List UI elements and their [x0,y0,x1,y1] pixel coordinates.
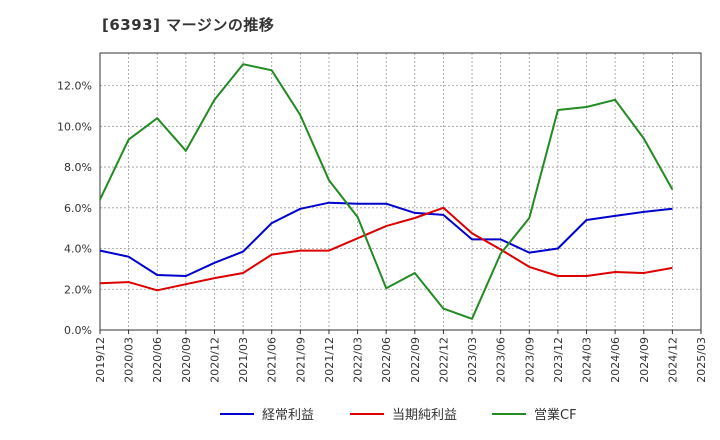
x-tick-label: 2020/06 [151,337,164,383]
y-tick-label: 2.0% [64,283,92,296]
x-tick-label: 2021/09 [294,337,307,383]
x-tick-label: 2020/12 [208,337,221,383]
x-tick-label: 2024/09 [638,337,651,383]
x-tick-label: 2021/03 [237,337,250,383]
x-tick-label: 2019/12 [94,337,107,383]
series-line-0 [99,201,673,277]
x-tick-label: 2023/09 [523,337,536,383]
legend-label: 経常利益 [262,408,314,423]
legend-label: 営業CF [534,407,577,423]
plot-frame [99,52,702,331]
x-tick-label: 2022/06 [380,337,393,383]
x-tick-label: 2023/12 [552,337,565,383]
x-tick-label: 2024/06 [609,337,622,383]
x-tick-label: 2023/03 [466,337,479,383]
x-tick-label: 2022/09 [409,337,422,383]
series-line-1 [99,206,673,292]
chart-title: [6393] マージンの推移 [102,16,275,34]
y-tick-label: 12.0% [57,80,92,93]
x-tick-label: 2023/06 [495,337,508,383]
x-tick-label: 2021/06 [266,337,279,383]
x-tick-label: 2025/03 [695,337,708,383]
legend-label: 当期純利益 [392,408,457,423]
x-tick-label: 2020/03 [123,337,136,383]
x-tick-label: 2024/12 [666,337,679,383]
x-tick-label: 2022/12 [437,337,450,383]
x-tick-label: 2021/12 [323,337,336,383]
x-tick-label: 2022/03 [352,337,365,383]
y-tick-label: 10.0% [57,120,92,133]
y-tick-label: 4.0% [64,243,92,256]
x-tick-label: 2024/03 [581,337,594,383]
y-tick-label: 8.0% [64,161,92,174]
x-tick-label: 2020/09 [180,337,193,383]
y-tick-label: 0.0% [64,324,92,337]
y-tick-label: 6.0% [64,202,92,215]
series-line-2 [99,63,674,320]
